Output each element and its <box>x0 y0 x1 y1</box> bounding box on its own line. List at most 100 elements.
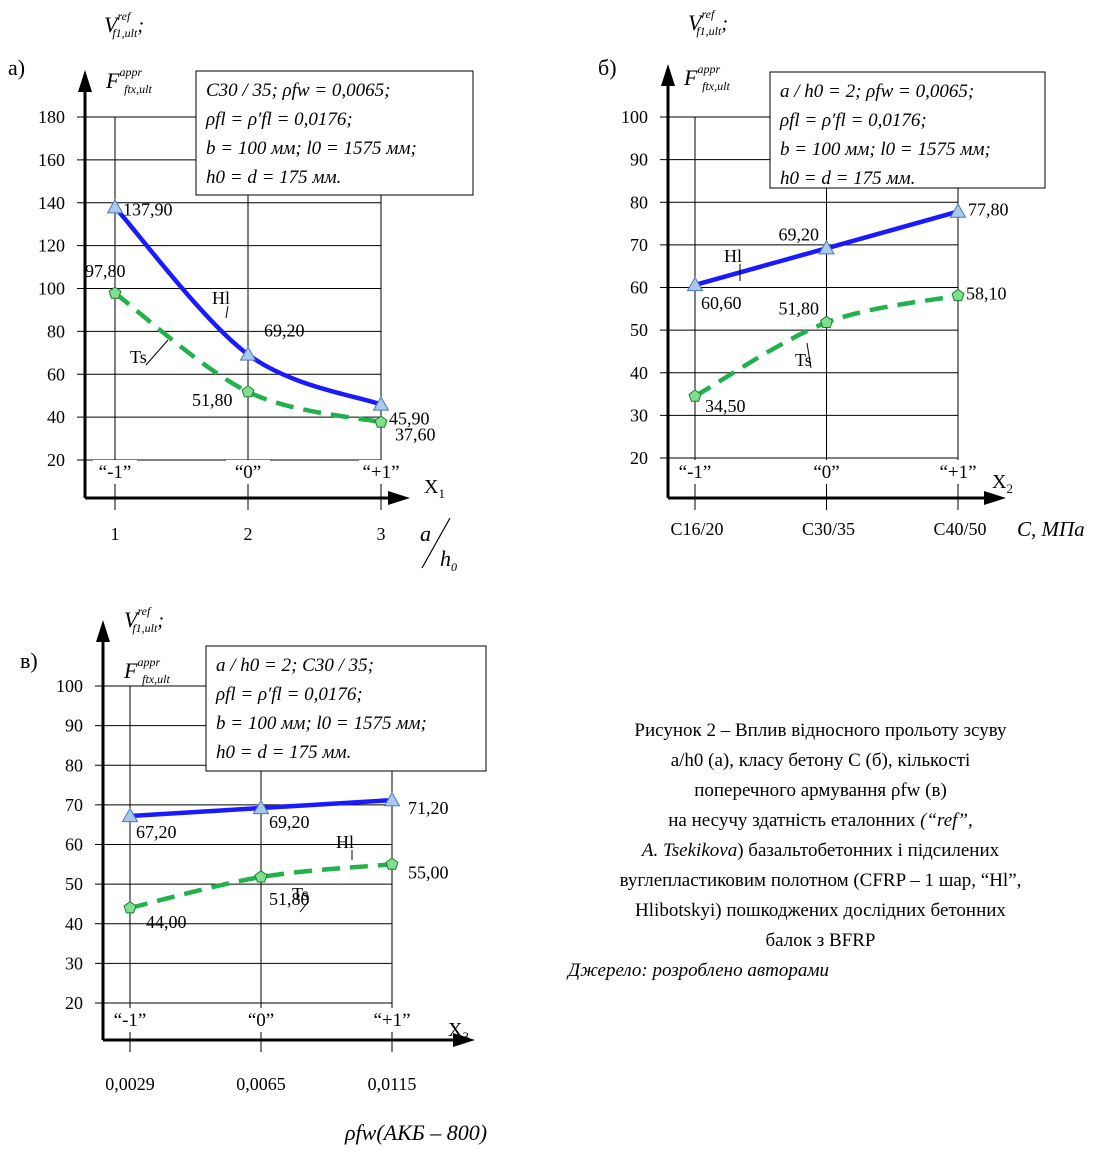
caption-line-4-italic: (“ref”, <box>920 810 973 831</box>
chart-1-hl-point <box>106 198 124 214</box>
chart-1-ylabel-line-1: Vref f1,ult; <box>104 9 144 40</box>
chart-1-ytick-label: 20 <box>47 450 65 470</box>
chart-3-hl-data-label: 69,20 <box>269 812 310 832</box>
chart-2-coded-level-label: “0” <box>813 462 839 483</box>
chart-3-hl-point <box>383 791 401 807</box>
chart-3-ylabel-line-1-main: V <box>124 607 140 632</box>
chart-1-x-tick-label: 1 <box>111 524 120 544</box>
chart-1-ytick-label: 140 <box>38 193 65 213</box>
chart-2-x-tick-label: C16/20 <box>670 519 723 539</box>
chart-2-level-bg <box>936 460 980 484</box>
chart-2-ytick-label: 90 <box>630 150 648 170</box>
chart-2-ylabel-line-1-sub: f1,ult <box>696 24 722 38</box>
chart-2-x-tick-label: C30/35 <box>802 519 855 539</box>
chart-2-hl-point <box>686 276 704 292</box>
chart-2-info-line: b = 100 мм; l0 = 1575 мм; <box>780 139 991 160</box>
caption-line-4-text: на несучу здатність еталонних <box>668 810 916 831</box>
chart-3-ytick-label: 50 <box>65 874 83 894</box>
chart-1-coded-level-label: “0” <box>235 462 261 483</box>
chart-2-ts-name-leader <box>806 342 812 369</box>
chart-2-ylabel-line-1-sup: ref <box>701 7 716 21</box>
chart-3-x-axis-arrow <box>453 1033 475 1047</box>
chart-3-ytick-label: 70 <box>65 795 83 815</box>
chart-1-ylabel-line-2-sub: ftx,ult <box>124 82 152 96</box>
chart-1-ytick-label: 100 <box>38 279 65 299</box>
chart-3-hl-data-label: 67,20 <box>136 822 177 842</box>
chart-1-ytick-label: 160 <box>38 150 65 170</box>
chart-1-xlabel-num: a <box>420 521 431 546</box>
chart-1-x-tick-label: 3 <box>377 524 386 544</box>
chart-1-ts-data-label: 51,80 <box>192 390 233 410</box>
chart-3-ts-data-label: 55,00 <box>408 862 449 882</box>
chart-1-hl-series-name: Hl <box>212 288 230 308</box>
chart-3-ts-point <box>385 857 399 870</box>
caption-line-3: поперечного армування ρfw (в) <box>694 780 947 801</box>
chart-2-ytick-label: 70 <box>630 235 648 255</box>
chart-2-ytick-label: 50 <box>630 320 648 340</box>
chart-1-ts-point <box>108 286 122 299</box>
caption-line-6: вуглепластиковим полотном (CFRP – 1 шар,… <box>619 870 1022 891</box>
chart-3-ts-point <box>254 870 268 883</box>
chart-2-xlabel: C, МПа <box>1017 517 1085 541</box>
chart-2-level-bg <box>673 460 717 484</box>
chart-1-ts-name-leader <box>145 339 169 366</box>
caption-line-7: Hlibotskyi) пошкоджених дослідних бетонн… <box>635 900 1006 921</box>
chart-2-coded-level-label: “+1” <box>939 462 976 483</box>
chart-1-ytick-label: 40 <box>47 407 65 427</box>
chart-3-info-line: a / h0 = 2; C30 / 35; <box>216 655 374 676</box>
chart-2-level-bg <box>804 460 849 484</box>
caption-line-8: балок з BFRP <box>765 930 876 951</box>
caption-line-5-italic: A. Tsekikova <box>641 840 738 861</box>
chart-3-ts-name-leader <box>299 901 309 913</box>
chart-2-x-tick-label: C40/50 <box>933 519 986 539</box>
chart-1-ylabel-line-1-tail: ; <box>137 15 144 37</box>
chart-2-ytick-label: 40 <box>630 363 648 383</box>
chart-3-ylabel-line-2: Fappr ftx,ult <box>123 655 170 686</box>
chart-1-panel-label: а) <box>8 55 25 80</box>
chart-3-factor-main: X <box>448 1019 463 1041</box>
chart-3-coded-level-label: “+1” <box>373 1010 410 1031</box>
chart-3-hl-point <box>252 799 270 815</box>
chart-1-y-axis-arrow <box>78 70 92 92</box>
chart-1-ytick-label: 60 <box>47 364 65 384</box>
chart-2-ts-data-label: 58,10 <box>966 284 1007 304</box>
chart-3-ytick-label: 20 <box>65 993 83 1013</box>
chart-1-factor-label: X1 <box>424 476 445 501</box>
chart-3-hl-data-label: 71,20 <box>408 798 449 818</box>
chart-3-ylabel-line-1-sub: f1,ult <box>132 621 158 635</box>
chart-2-factor-sub: 2 <box>1006 481 1013 496</box>
chart-1-coded-level-label: “-1” <box>99 462 132 483</box>
chart-3-panel-label: в) <box>20 648 38 673</box>
chart-2-info-box <box>769 71 1046 189</box>
chart-1-hl-point <box>372 395 390 411</box>
chart-3-ylabel-line-1-tail: ; <box>157 610 164 632</box>
chart-3-info-line: ρfl = ρ′fl = 0,0176; <box>215 684 363 705</box>
chart-1-info-line: ρfl = ρ′fl = 0,0176; <box>205 109 353 130</box>
caption-line-5-text: ) базальтобетонних і підсилених <box>737 840 1000 861</box>
chart-2-hl-point <box>949 203 967 218</box>
chart-1-ylabel-line-2: Fappr ftx,ult <box>105 65 152 96</box>
chart-3-ytick-label: 60 <box>65 835 83 855</box>
chart-3-hl-point <box>121 807 139 823</box>
chart-1-series-ts-line <box>113 291 382 425</box>
chart-3-y-axis-arrow <box>96 620 110 642</box>
chart-1-hl-data-label: 45,90 <box>389 408 430 428</box>
chart-3-level-bg <box>108 1008 152 1032</box>
chart-2-ylabel-line-2-main: F <box>683 65 698 90</box>
chart-2-ts-data-label: 34,50 <box>705 396 746 416</box>
chart-1-info-line: h0 = d = 175 мм. <box>206 167 341 188</box>
chart-1-level-bg <box>93 460 137 484</box>
chart-1-ytick-label: 80 <box>47 321 65 341</box>
chart-2-ytick-label: 30 <box>630 405 648 425</box>
chart-1-ylabel-line-1-sup: ref <box>117 9 132 23</box>
chart-3-ylabel-line-1-sup: ref <box>137 604 152 618</box>
chart-2-info-line: h0 = d = 175 мм. <box>780 168 915 189</box>
chart-2-ts-series-name: Ts <box>795 350 812 370</box>
chart-1-xlabel-den-sub: 0 <box>451 560 457 574</box>
chart-3-ytick-label: 80 <box>65 755 83 775</box>
chart-3-ytick-label: 90 <box>65 716 83 736</box>
chart-2-y-axis-arrow <box>661 64 675 86</box>
chart-2-ytick-label: 80 <box>630 192 648 212</box>
chart-2-coded-level-label: “-1” <box>679 462 712 483</box>
chart-3-info-box <box>205 645 487 772</box>
